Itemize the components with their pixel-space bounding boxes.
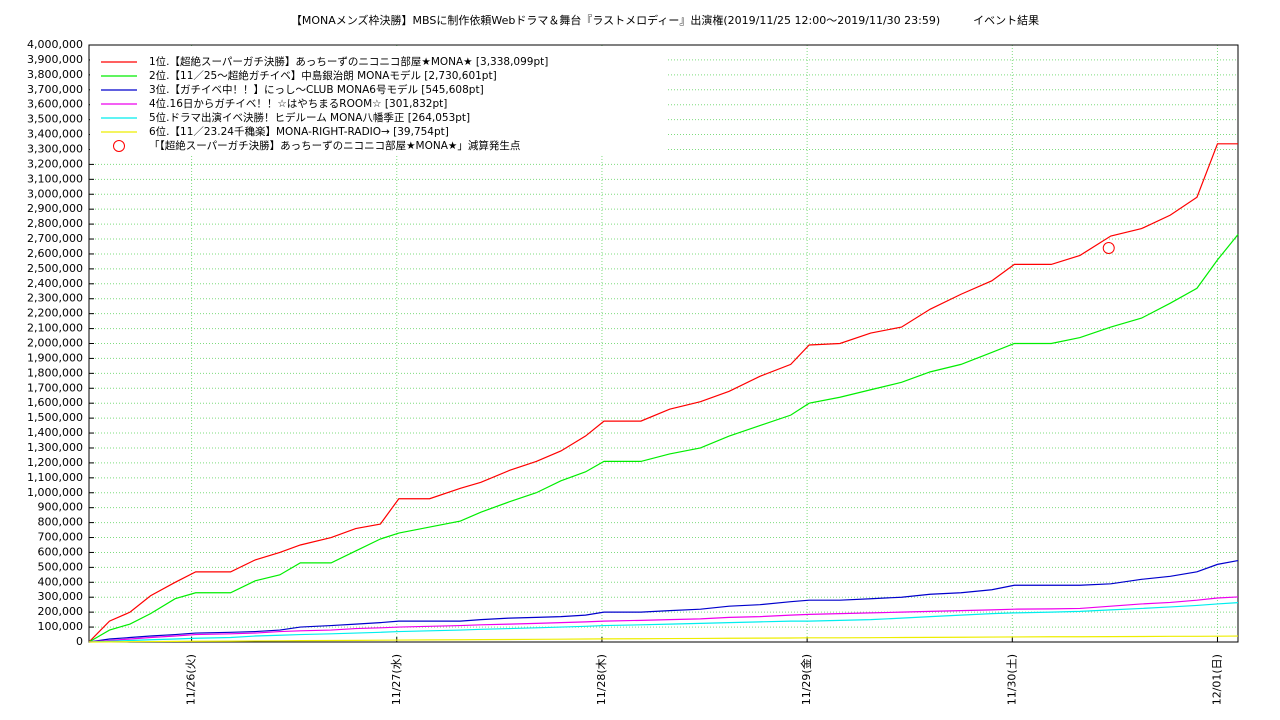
y-tick-label: 2,500,000 bbox=[27, 262, 83, 275]
x-tick-label: 11/27(水) bbox=[390, 654, 403, 705]
y-tick-label: 3,200,000 bbox=[27, 157, 83, 170]
legend-label: 2位.【11／25〜超絶ガチイベ】中島銀治朗 MONAモデル [2,730,60… bbox=[149, 69, 497, 82]
y-tick-label: 800,000 bbox=[38, 516, 84, 529]
y-tick-label: 2,400,000 bbox=[27, 277, 83, 290]
series-line bbox=[88, 234, 1239, 643]
series-line bbox=[88, 635, 1239, 643]
y-tick-label: 1,900,000 bbox=[27, 351, 83, 364]
x-tick-label: 11/29(金) bbox=[799, 654, 813, 705]
x-tick-label: 11/30(土) bbox=[1005, 654, 1018, 705]
series-line bbox=[88, 601, 1239, 643]
y-tick-label: 0 bbox=[76, 635, 83, 648]
legend-label: 5位.ドラマ出演イベ決勝！ヒデルーム MONA八幡季正 [264,053pt] bbox=[149, 111, 470, 124]
legend-label: 1位.【超絶スーパーガチ決勝】あっちーずのニコニコ部屋★MONA★ [3,338… bbox=[149, 55, 548, 68]
plot-frame bbox=[88, 44, 1239, 643]
y-tick-label: 1,800,000 bbox=[27, 366, 83, 379]
x-tick-label: 11/28(木) bbox=[595, 654, 608, 705]
y-tick-label: 3,900,000 bbox=[27, 53, 83, 66]
series-line bbox=[88, 143, 1238, 643]
legend-label: 4位.16日からガチイベ！！☆はやちまるROOM☆ [301,832pt] bbox=[149, 97, 447, 110]
y-tick-label: 3,700,000 bbox=[27, 83, 83, 96]
y-tick-label: 700,000 bbox=[38, 531, 84, 544]
y-tick-label: 3,400,000 bbox=[27, 128, 83, 141]
y-tick-label: 300,000 bbox=[38, 590, 84, 603]
x-tick-label: 12/01(日) bbox=[1210, 654, 1223, 705]
y-tick-label: 3,500,000 bbox=[27, 113, 83, 126]
y-tick-label: 200,000 bbox=[38, 605, 84, 618]
y-tick-label: 500,000 bbox=[38, 560, 84, 573]
y-tick-label: 2,600,000 bbox=[27, 247, 83, 260]
y-tick-label: 2,000,000 bbox=[27, 337, 83, 350]
y-tick-label: 2,200,000 bbox=[27, 307, 83, 320]
y-tick-label: 2,300,000 bbox=[27, 292, 83, 305]
legend-label: 6位.【11／23.24千穐楽】MONA-RIGHT-RADIO→ [39,75… bbox=[149, 125, 449, 138]
y-tick-label: 3,300,000 bbox=[27, 142, 83, 155]
y-tick-label: 3,000,000 bbox=[27, 187, 83, 200]
y-tick-label: 1,400,000 bbox=[27, 426, 83, 439]
y-tick-label: 3,600,000 bbox=[27, 98, 83, 111]
y-tick-label: 2,800,000 bbox=[27, 217, 83, 230]
y-tick-label: 1,300,000 bbox=[27, 441, 83, 454]
y-tick-label: 1,700,000 bbox=[27, 381, 83, 394]
y-tick-label: 1,200,000 bbox=[27, 456, 83, 469]
legend-box bbox=[90, 46, 666, 156]
y-tick-label: 3,100,000 bbox=[27, 172, 83, 185]
y-tick-label: 1,600,000 bbox=[27, 396, 83, 409]
x-tick-label: 11/26(火) bbox=[185, 654, 198, 705]
y-tick-label: 1,500,000 bbox=[27, 411, 83, 424]
y-tick-label: 4,000,000 bbox=[27, 38, 83, 51]
series-line bbox=[88, 559, 1239, 643]
y-tick-label: 1,100,000 bbox=[27, 471, 83, 484]
y-tick-label: 2,700,000 bbox=[27, 232, 83, 245]
legend-label: 3位.【ガチイベ中！！】にっし〜CLUB MONA6号モデル [545,608p… bbox=[149, 83, 484, 96]
chart-title: 【MONAメンズ枠決勝】MBSに制作依頼Webドラマ＆舞台『ラストメロディー』出… bbox=[291, 13, 1039, 27]
y-tick-label: 3,800,000 bbox=[27, 68, 83, 81]
series-line bbox=[88, 596, 1239, 643]
y-tick-label: 400,000 bbox=[38, 575, 84, 588]
y-tick-label: 1,000,000 bbox=[27, 486, 83, 499]
y-tick-label: 100,000 bbox=[38, 620, 84, 633]
legend-label: 「【超絶スーパーガチ決勝】あっちーずのニコニコ部屋★MONA★」減算発生点 bbox=[149, 139, 520, 152]
y-tick-label: 600,000 bbox=[38, 545, 84, 558]
y-tick-label: 2,100,000 bbox=[27, 322, 83, 335]
y-tick-label: 900,000 bbox=[38, 501, 84, 514]
y-tick-label: 2,900,000 bbox=[27, 202, 83, 215]
legend-swatch bbox=[113, 140, 125, 152]
marker bbox=[1102, 241, 1115, 254]
